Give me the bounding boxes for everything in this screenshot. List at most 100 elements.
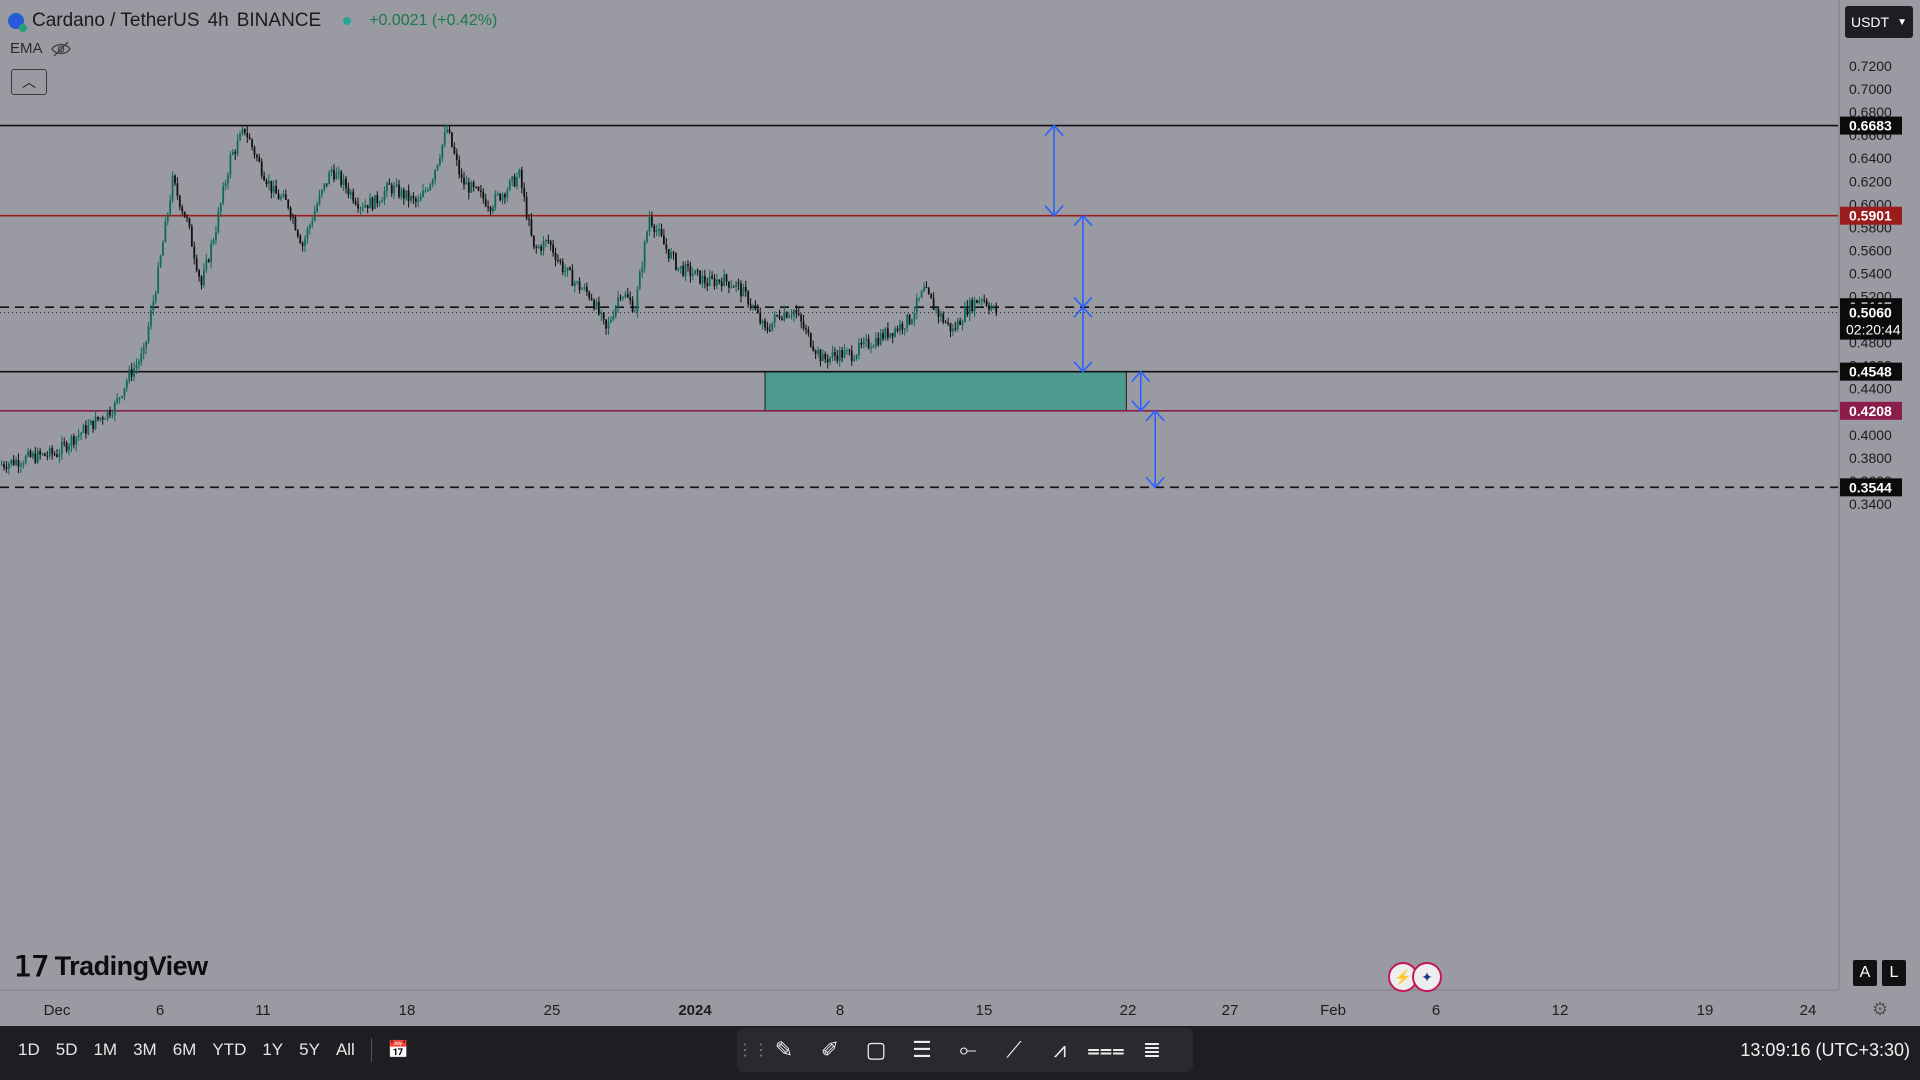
price-change: +0.0021 (+0.42%)	[369, 12, 498, 29]
horizontal-lines-icon[interactable]: ☰	[912, 1037, 932, 1062]
candle-body	[689, 265, 692, 276]
candle-body	[937, 308, 940, 317]
drag-handle-icon[interactable]: ⋮⋮	[737, 1042, 769, 1059]
parallel-channel-icon[interactable]: ⩶	[1087, 1037, 1125, 1062]
symbol-name[interactable]: Cardano / TetherUS	[32, 10, 200, 31]
range-1y[interactable]: 1Y	[262, 1040, 284, 1059]
candle-body	[422, 190, 424, 197]
candle-body	[7, 463, 10, 469]
candle-body	[821, 353, 824, 362]
candle-body	[836, 355, 839, 361]
candle-body	[106, 410, 109, 419]
candle-body	[347, 188, 350, 195]
gear-icon[interactable]: ⚙	[1872, 999, 1889, 1019]
log-scale-button[interactable]: L	[1882, 960, 1906, 986]
path-icon[interactable]: ⩘	[1053, 1037, 1067, 1062]
candle-body	[855, 354, 858, 360]
candle-body	[301, 243, 304, 246]
candle-body	[431, 180, 434, 184]
candle-body	[446, 129, 449, 133]
calendar-goto-icon[interactable]: 📅	[387, 1040, 410, 1059]
candle-body	[405, 190, 408, 199]
candle-body	[944, 322, 947, 324]
candle-body	[600, 312, 603, 315]
brush-icon[interactable]: ✎	[774, 1037, 794, 1062]
candle-body	[357, 204, 359, 209]
candle-body	[441, 144, 444, 159]
candle-body	[516, 176, 518, 187]
horizontal-ray-icon[interactable]: ⟜	[959, 1037, 977, 1062]
candle-body	[325, 183, 328, 185]
indicator-name[interactable]: EMA	[10, 40, 43, 57]
candle-body	[581, 288, 583, 290]
candle-body	[130, 369, 133, 377]
eye-off-icon[interactable]	[50, 41, 71, 57]
candle-body	[728, 281, 730, 288]
candle-body	[528, 218, 530, 220]
candle-body	[292, 217, 294, 219]
pencil-icon[interactable]: ✐	[820, 1037, 840, 1062]
candle-body	[807, 329, 810, 334]
indicator-legend[interactable]: EMA	[10, 40, 71, 57]
candle-body	[877, 338, 880, 345]
candle-body	[752, 305, 754, 307]
price-tick-label: 0.6800	[1849, 104, 1892, 120]
regression-icon[interactable]: ≣	[1142, 1037, 1162, 1062]
candle-body	[349, 191, 352, 195]
event-markers[interactable]: ⚡ ✦	[1388, 962, 1442, 992]
candle-body	[321, 189, 323, 195]
range-ytd[interactable]: YTD	[212, 1040, 247, 1059]
candle-body	[506, 189, 509, 198]
candle-body	[670, 252, 673, 259]
tradingview-logo[interactable]: 𝟣𝟩 TradingView	[14, 950, 208, 983]
price-chart[interactable]: 0.72000.70000.68000.66000.64000.62000.60…	[0, 0, 1920, 1026]
candle-body	[39, 451, 42, 455]
clock[interactable]: 13:09:16 (UTC+3:30)	[1740, 1039, 1910, 1060]
candle-body	[424, 190, 427, 192]
candle-body	[886, 328, 889, 338]
candle-body	[472, 182, 475, 187]
range-3m[interactable]: 3M	[133, 1040, 157, 1059]
candle-body	[393, 186, 396, 194]
candle-body	[939, 313, 942, 317]
range-1d[interactable]: 1D	[18, 1040, 40, 1059]
price-tick-label: 0.4000	[1849, 427, 1892, 443]
trend-line-icon[interactable]: ⟋	[1006, 1037, 1022, 1062]
candle-body	[85, 425, 87, 434]
candle-body	[862, 340, 865, 345]
candle-body	[0, 464, 3, 466]
candle-body	[793, 310, 795, 316]
candle-body	[872, 346, 875, 348]
range-1m[interactable]: 1M	[93, 1040, 118, 1059]
candle-body	[660, 229, 663, 236]
candle-body	[658, 229, 660, 231]
price-tick-label: 0.4400	[1849, 381, 1892, 397]
price-tick-label: 0.7200	[1849, 58, 1892, 74]
level-price-label: 0.5901	[1849, 208, 1892, 224]
range-5d[interactable]: 5D	[55, 1040, 78, 1059]
range-5y[interactable]: 5Y	[299, 1040, 320, 1059]
us-flag-icon[interactable]: ✦	[1412, 962, 1442, 992]
range-6m[interactable]: 6M	[172, 1040, 197, 1059]
candle-body	[891, 333, 894, 337]
collapse-legend-button[interactable]: ︿	[11, 69, 47, 95]
candle-body	[34, 453, 37, 463]
candle-body	[140, 353, 143, 363]
rectangle-icon[interactable]: ▢	[865, 1037, 887, 1062]
candle-body	[648, 216, 651, 232]
candle-body	[867, 338, 870, 348]
currency-button[interactable]: USDT ▼	[1845, 6, 1913, 38]
candle-body	[687, 263, 689, 266]
candle-body	[973, 300, 976, 312]
candle-body	[87, 424, 90, 434]
demand-zone[interactable]	[764, 371, 1127, 412]
candle-body	[234, 151, 237, 154]
interval-label[interactable]: 4h	[207, 10, 229, 31]
range-all[interactable]: All	[335, 1040, 355, 1059]
time-tick-label: 25	[544, 1002, 561, 1019]
auto-scale-button[interactable]: A	[1853, 960, 1877, 986]
candle-body	[142, 347, 145, 354]
candle-body	[667, 249, 670, 259]
candle-body	[826, 359, 829, 363]
